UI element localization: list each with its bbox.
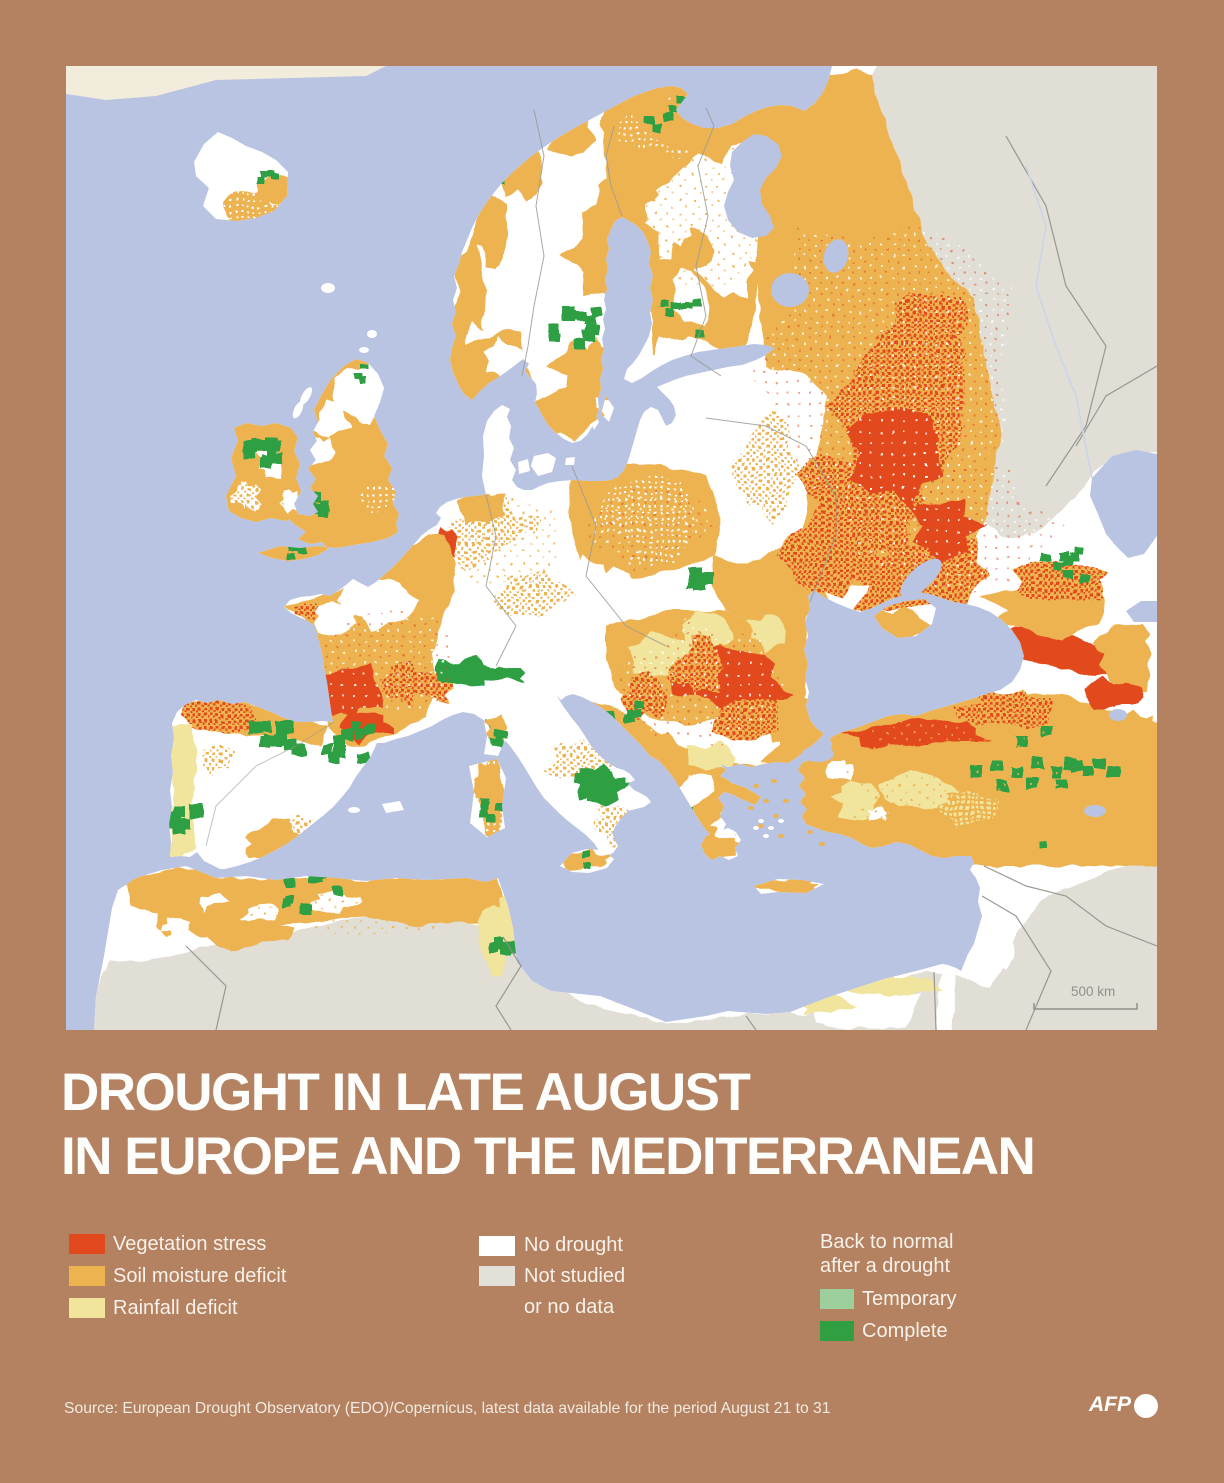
svg-text:500 km: 500 km [1071, 984, 1115, 999]
